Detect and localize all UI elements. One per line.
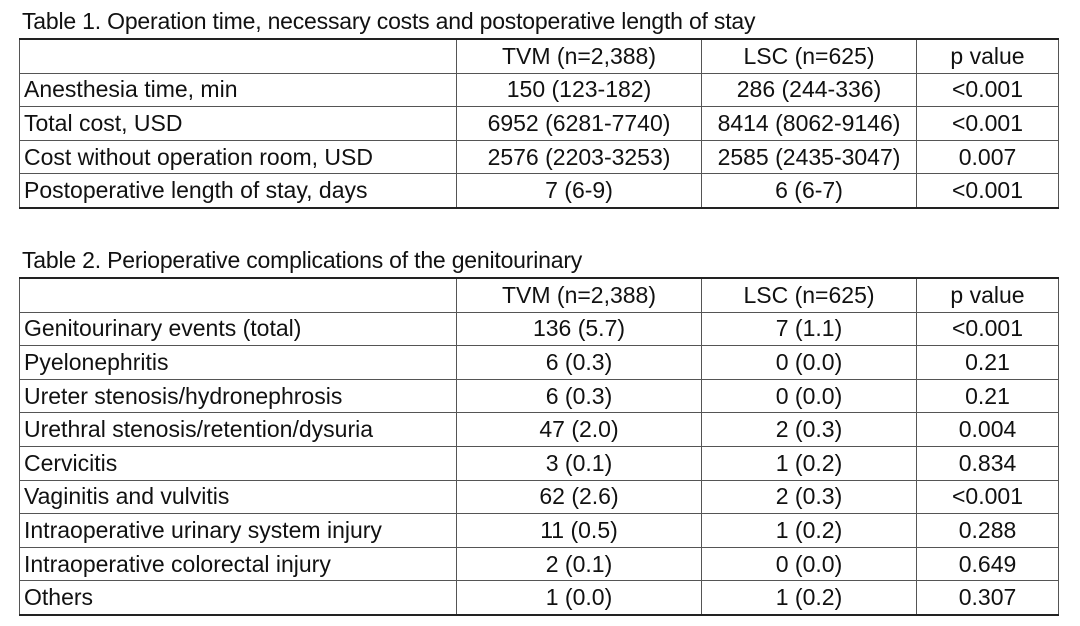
table-cell: <0.001 [916,311,1059,347]
table-row: Anesthesia time, min 150 (123-182) 286 (24… [19,72,1059,108]
table-row: Urethral stenosis/retention/dysuria 47 (2… [19,412,1059,447]
table-cell: 11 (0.5) [456,513,702,548]
table-cell: 7 (1.1) [701,311,917,347]
table1: TVM (n=2,388) LSC (n=625) p value Anesthesi… [19,37,1059,209]
table-cell: 2 (0.3) [701,479,917,515]
table-row: Cervicitis 3 (0.1) 1 (0.2) 0.834 [19,445,1059,481]
table2: TVM (n=2,388) LSC (n=625) p value Genitouri… [19,276,1059,616]
table-row: Cost without operation room, USD 2576 (22… [19,139,1059,175]
table-cell: <0.001 [916,479,1059,515]
table-row: Intraoperative colorectal injury 2 (0.1) 0… [19,546,1059,582]
table2-caption: Table 2. Perioperative complications of … [22,247,583,273]
row-label: Intraoperative urinary system injury [19,513,457,548]
row-label: Total cost, USD [19,106,457,141]
table-cell: 2 (0.1) [456,546,702,582]
table-cell: 0.834 [916,445,1059,481]
column-header: TVM (n=2,388) [456,37,702,74]
table-cell: 286 (244-336) [701,72,917,108]
row-label: Genitourinary events (total) [19,311,457,347]
column-header: p value [916,37,1059,74]
table-cell: 6 (0.3) [456,378,702,414]
table-cell: 1 (0.0) [456,580,702,616]
column-header: LSC (n=625) [701,276,917,313]
table-cell: 0 (0.0) [701,546,917,582]
table-cell: 8414 (8062-9146) [701,106,917,141]
table-cell: 0.307 [916,580,1059,616]
table-cell: 0.004 [916,412,1059,447]
row-label: Anesthesia time, min [19,72,457,108]
table-row: Total cost, USD 6952 (6281-7740) 8414 (806… [19,106,1059,141]
table-row: Others 1 (0.0) 1 (0.2) 0.307 [19,580,1059,616]
table-row: Genitourinary events (total) 136 (5.7) 7 (… [19,311,1059,347]
table-cell: 3 (0.1) [456,445,702,481]
table-cell: 0.649 [916,546,1059,582]
table-row: Ureter stenosis/hydronephrosis 6 (0.3) 0 (… [19,378,1059,414]
table-cell: 47 (2.0) [456,412,702,447]
table-cell: 1 (0.2) [701,513,917,548]
table-row: Postoperative length of stay, days 7 (6-9… [19,173,1059,209]
table-cell: 6 (0.3) [456,345,702,380]
table-cell: <0.001 [916,106,1059,141]
column-header [19,276,457,313]
header-row: TVM (n=2,388) LSC (n=625) p value [19,37,1059,74]
table-cell: 1 (0.2) [701,445,917,481]
row-label: Vaginitis and vulvitis [19,479,457,515]
table-cell: 2576 (2203-3253) [456,139,702,175]
row-label: Ureter stenosis/hydronephrosis [19,378,457,414]
table-cell: 2585 (2435-3047) [701,139,917,175]
table-cell: 7 (6-9) [456,173,702,209]
column-header: TVM (n=2,388) [456,276,702,313]
table-cell: 136 (5.7) [456,311,702,347]
table1-caption: Table 1. Operation time, necessary costs… [22,8,756,34]
table-cell: <0.001 [916,72,1059,108]
column-header: LSC (n=625) [701,37,917,74]
table-cell: 0.21 [916,345,1059,380]
table-cell: 0.288 [916,513,1059,548]
table-cell: 150 (123-182) [456,72,702,108]
row-label: Cost without operation room, USD [19,139,457,175]
row-label: Pyelonephritis [19,345,457,380]
table-row: Intraoperative urinary system injury 11 (… [19,513,1059,548]
table-row: Vaginitis and vulvitis 62 (2.6) 2 (0.3) <0.… [19,479,1059,515]
row-label: Others [19,580,457,616]
table-cell: <0.001 [916,173,1059,209]
row-label: Intraoperative colorectal injury [19,546,457,582]
table-cell: 2 (0.3) [701,412,917,447]
table-cell: 0 (0.0) [701,378,917,414]
header-row: TVM (n=2,388) LSC (n=625) p value [19,276,1059,313]
table-cell: 62 (2.6) [456,479,702,515]
row-label: Urethral stenosis/retention/dysuria [19,412,457,447]
column-header: p value [916,276,1059,313]
row-label: Postoperative length of stay, days [19,173,457,209]
row-label: Cervicitis [19,445,457,481]
table-row: Pyelonephritis 6 (0.3) 0 (0.0) 0.21 [19,345,1059,380]
column-header [19,37,457,74]
table-cell: 0 (0.0) [701,345,917,380]
table-cell: 1 (0.2) [701,580,917,616]
table-cell: 6952 (6281-7740) [456,106,702,141]
table-cell: 0.007 [916,139,1059,175]
table-cell: 0.21 [916,378,1059,414]
table-cell: 6 (6-7) [701,173,917,209]
